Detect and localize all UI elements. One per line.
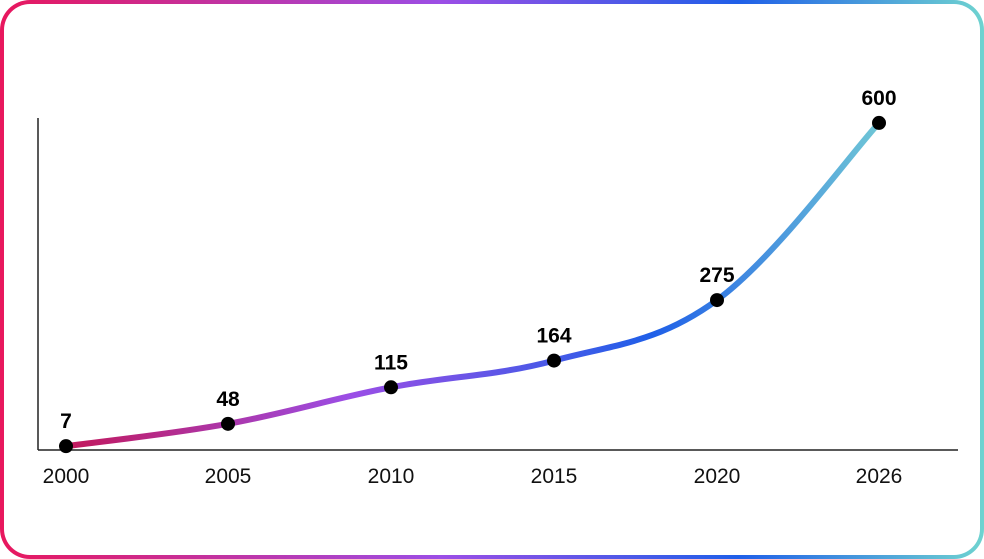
x-tick-label: 2026 [856, 465, 903, 488]
data-label: 275 [699, 264, 734, 287]
data-point [547, 353, 561, 368]
data-point [59, 439, 73, 454]
data-label: 164 [536, 325, 571, 348]
data-label: 115 [374, 351, 408, 374]
data-label: 7 [60, 410, 72, 433]
data-point [221, 416, 235, 431]
x-tick-label: 2010 [368, 465, 415, 488]
data-label: 600 [861, 87, 896, 110]
data-point [710, 293, 724, 308]
data-label: 48 [216, 388, 240, 411]
x-tick-label: 2015 [531, 465, 578, 488]
x-tick-label: 2000 [43, 465, 90, 488]
x-tick-label: 2005 [205, 465, 252, 488]
chart-card [4, 4, 980, 555]
series-line [63, 119, 882, 450]
data-point [384, 380, 398, 395]
data-point [872, 115, 886, 130]
x-tick-label: 2020 [694, 465, 741, 488]
